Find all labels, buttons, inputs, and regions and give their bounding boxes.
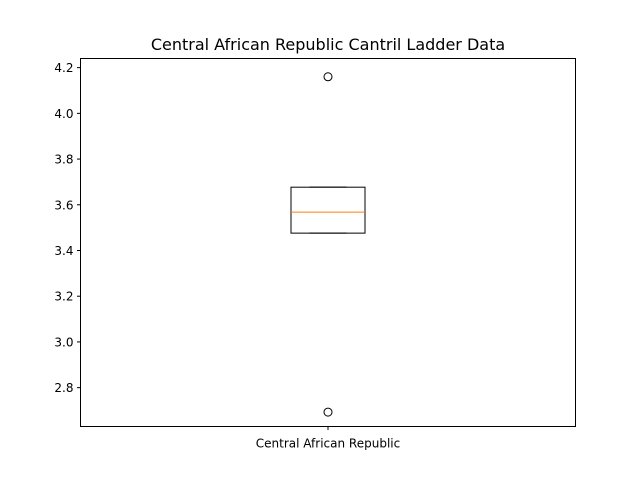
y-tick-label: 4.0 — [54, 107, 73, 121]
box-group — [290, 72, 366, 417]
y-tick-label: 3.0 — [54, 335, 73, 349]
y-tick-label: 3.4 — [54, 244, 73, 258]
y-tick-label: 2.8 — [54, 381, 73, 395]
x-tick-label: Central African Republic — [256, 437, 400, 451]
outlier-point — [323, 72, 333, 82]
y-tick-label: 3.8 — [54, 153, 73, 167]
outlier-point — [323, 407, 333, 417]
y-tick-label: 3.6 — [54, 198, 73, 212]
plot-area-frame — [80, 58, 576, 427]
box-iqr — [290, 186, 366, 234]
y-axis: 2.8 3.0 3.2 3.4 3.6 3.8 4.0 4.2 — [54, 61, 81, 395]
box-series — [290, 72, 366, 417]
x-axis: Central African Republic — [256, 426, 400, 451]
y-tick-label: 3.2 — [54, 290, 73, 304]
chart-title: Central African Republic Cantril Ladder … — [151, 35, 505, 54]
y-tick-label: 4.2 — [54, 61, 73, 75]
